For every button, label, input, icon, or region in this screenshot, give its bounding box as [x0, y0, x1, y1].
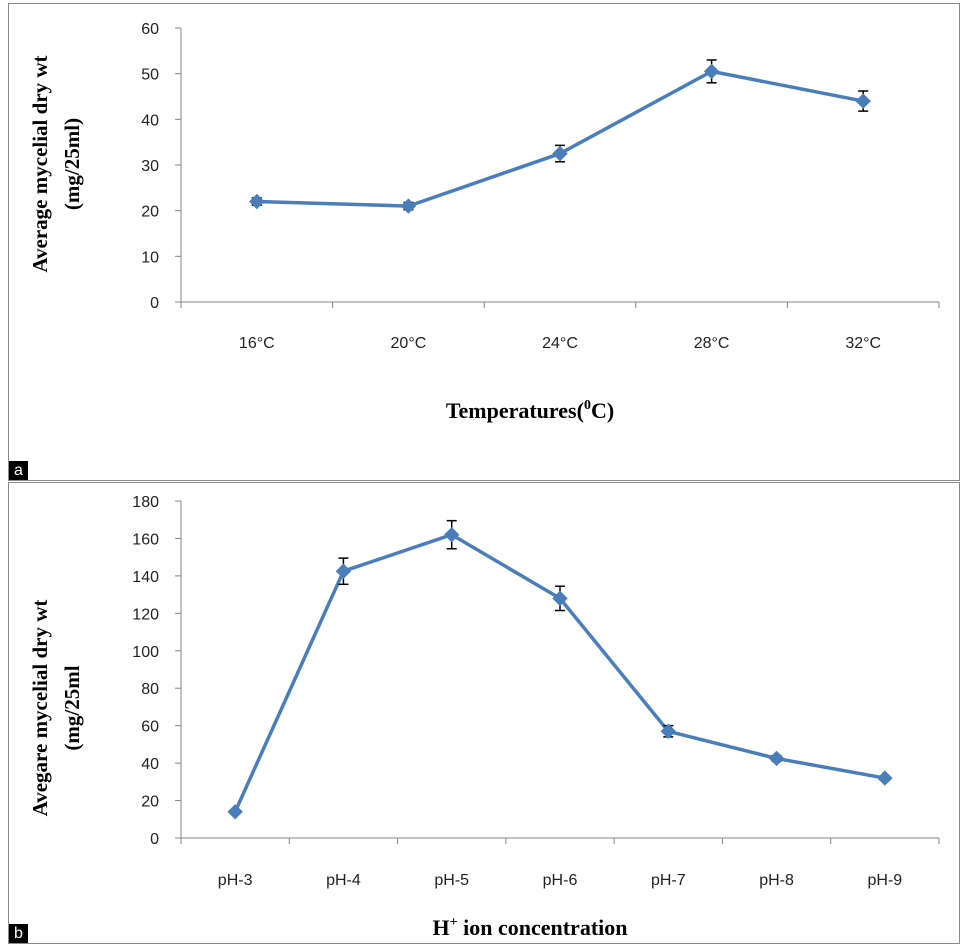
x-tick-label: pH-5 — [434, 872, 469, 889]
x-tick-label: pH-8 — [759, 872, 794, 889]
data-point-marker — [249, 193, 265, 210]
panel-label-b: b — [9, 924, 28, 943]
y-tick-label: 80 — [141, 681, 159, 698]
y-tick-label: 160 — [132, 531, 159, 548]
x-tick-label: 24°C — [542, 335, 578, 352]
data-point-marker — [444, 526, 460, 543]
x-tick-label: 28°C — [694, 335, 730, 352]
y-axis-title: (mg/25ml) — [60, 118, 84, 210]
y-tick-label: 50 — [141, 67, 159, 84]
y-tick-label: 40 — [141, 112, 159, 129]
data-point-marker — [768, 750, 785, 767]
data-point-marker — [703, 63, 720, 80]
x-axis-title: Temperatures(0C) — [446, 398, 614, 423]
data-point-marker — [660, 723, 676, 739]
y-tick-label: 40 — [141, 756, 159, 773]
x-tick-label: pH-9 — [868, 872, 903, 889]
y-tick-label: 30 — [141, 158, 159, 175]
y-tick-label: 10 — [141, 249, 159, 266]
panel-label-a: a — [9, 461, 28, 480]
y-tick-label: 120 — [132, 606, 159, 623]
y-axis-title: Average mycelial dry wt — [28, 55, 52, 272]
temperature-chart: 0 10 20 30 40 50 60 16°C 20°C 24°C 28°C 32°C Tempera… — [28, 21, 940, 423]
chart-panel-b: 0 20 40 60 80 100 120 140 160 180 pH-3 pH-4 pH-5 pH-6… — [8, 482, 960, 944]
y-tick-label: 20 — [141, 204, 159, 221]
series-line — [256, 69, 864, 208]
y-tick-label: 140 — [132, 569, 159, 586]
y-tick-label: 60 — [141, 719, 159, 736]
y-tick-label: 20 — [141, 794, 159, 811]
y-tick-label: 0 — [150, 295, 159, 312]
x-tick-label: 16°C — [239, 335, 275, 352]
x-tick-label: 32°C — [845, 335, 881, 352]
data-point-marker — [552, 145, 568, 162]
x-tick-label: pH-6 — [543, 872, 578, 889]
data-point-marker — [855, 93, 871, 109]
x-tick-label: pH-7 — [651, 872, 686, 889]
data-point-marker — [877, 770, 893, 786]
x-axis-title: H+ ion concentration — [433, 915, 628, 940]
y-axis-title: Avegare mycelial dry wt — [28, 600, 52, 817]
data-point-marker — [552, 590, 568, 607]
y-tick-label: 60 — [141, 21, 159, 38]
y-tick-label: 0 — [150, 831, 159, 848]
series-line — [233, 532, 886, 813]
x-tick-label: pH-4 — [326, 872, 361, 889]
x-tick-label: 20°C — [391, 335, 427, 352]
data-point-marker — [227, 804, 243, 820]
data-point-marker — [400, 198, 417, 214]
x-tick-label: pH-3 — [218, 872, 253, 889]
chart-panel-a: 0 10 20 30 40 50 60 16°C 20°C 24°C 28°C 32°C Tempera… — [8, 3, 960, 481]
y-tick-label: 180 — [132, 494, 159, 511]
y-tick-label: 100 — [132, 644, 159, 661]
y-axis-title: (mg/25ml — [60, 665, 84, 750]
ph-chart: 0 20 40 60 80 100 120 140 160 180 pH-3 pH-4 pH-5 pH-6… — [28, 494, 940, 940]
data-point-marker — [335, 563, 352, 579]
